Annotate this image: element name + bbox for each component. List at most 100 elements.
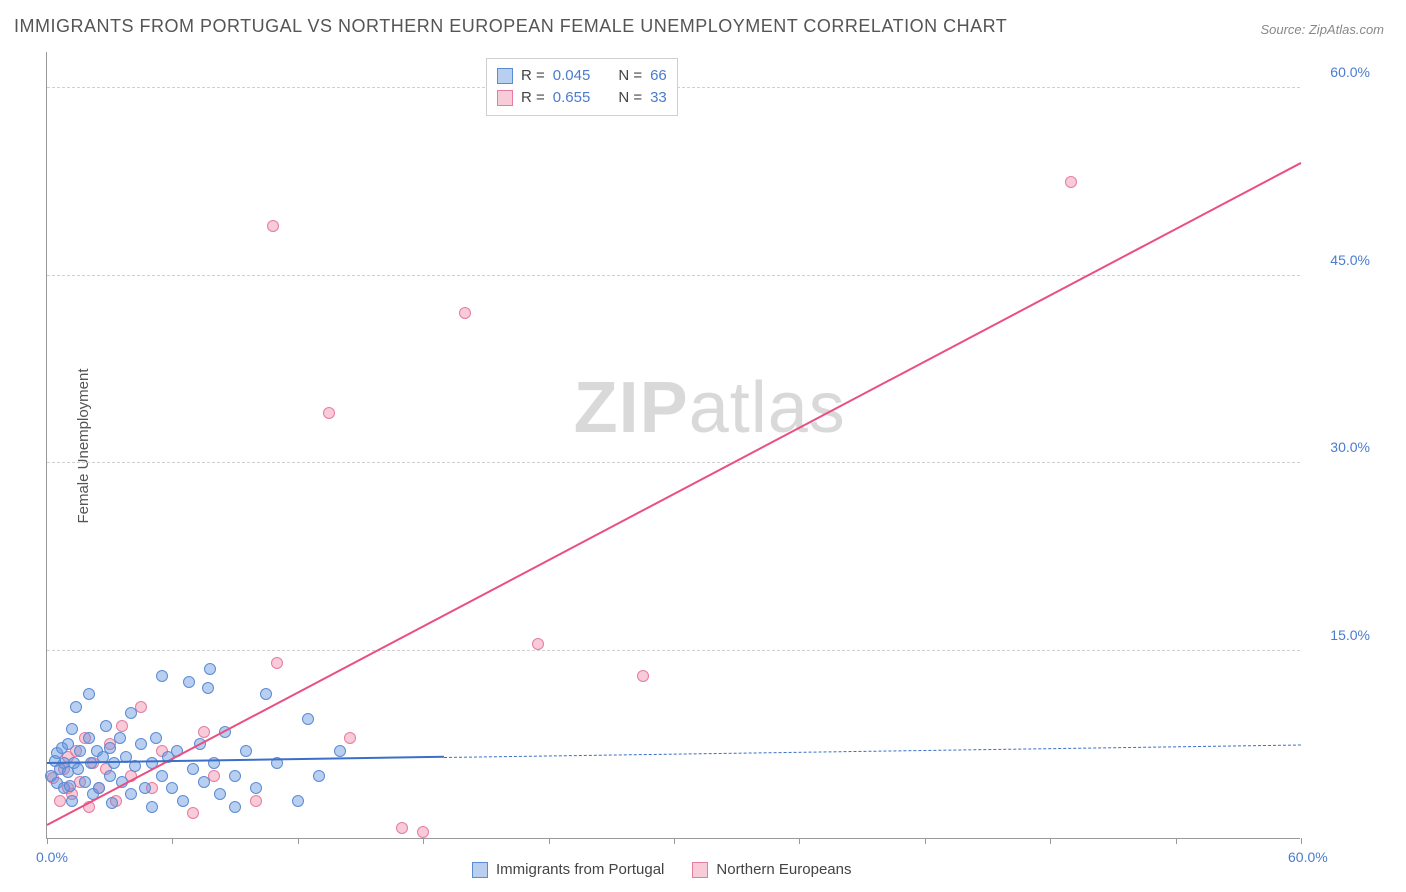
legend-r-label: R = (521, 65, 545, 87)
pink-point (532, 638, 544, 650)
blue-point (104, 742, 116, 754)
y-tick-label: 15.0% (1310, 627, 1370, 643)
legend-n-label: N = (618, 65, 642, 87)
legend-item-pink: Northern Europeans (692, 861, 851, 878)
blue-point (64, 780, 76, 792)
swatch-blue-icon (497, 68, 513, 84)
blue-point (313, 770, 325, 782)
blue-point (114, 732, 126, 744)
pink-point (250, 795, 262, 807)
trend-line (444, 745, 1301, 758)
blue-point (166, 782, 178, 794)
pink-point (208, 770, 220, 782)
legend-label: Northern Europeans (716, 861, 851, 878)
pink-point (459, 307, 471, 319)
legend-row-pink: R = 0.655 N = 33 (497, 87, 667, 109)
blue-point (139, 782, 151, 794)
blue-point (93, 782, 105, 794)
legend-n-label: N = (618, 87, 642, 109)
blue-point (156, 770, 168, 782)
plot-area: ZIPatlas 15.0%30.0%45.0%60.0% (46, 52, 1300, 839)
legend-r-label: R = (521, 87, 545, 109)
x-tick (925, 838, 926, 844)
blue-point (125, 707, 137, 719)
blue-point (83, 688, 95, 700)
pink-point (637, 670, 649, 682)
blue-point (106, 797, 118, 809)
pink-point (396, 822, 408, 834)
x-tick (172, 838, 173, 844)
blue-point (183, 676, 195, 688)
legend-correlation: R = 0.045 N = 66 R = 0.655 N = 33 (486, 58, 678, 116)
pink-point (1065, 176, 1077, 188)
pink-point (198, 726, 210, 738)
watermark: ZIPatlas (574, 367, 846, 449)
x-axis-max-label: 60.0% (1288, 849, 1328, 865)
blue-point (66, 723, 78, 735)
gridline (47, 462, 1300, 463)
x-tick (1301, 838, 1302, 844)
blue-point (202, 682, 214, 694)
x-tick (1050, 838, 1051, 844)
x-tick (674, 838, 675, 844)
y-tick-label: 45.0% (1310, 252, 1370, 268)
pink-point (135, 701, 147, 713)
x-tick (423, 838, 424, 844)
legend-row-blue: R = 0.045 N = 66 (497, 65, 667, 87)
legend-label: Immigrants from Portugal (496, 861, 664, 878)
blue-point (292, 795, 304, 807)
blue-point (104, 770, 116, 782)
pink-point (323, 407, 335, 419)
chart-title: IMMIGRANTS FROM PORTUGAL VS NORTHERN EUR… (14, 16, 1007, 37)
watermark-rest: atlas (689, 368, 846, 448)
blue-point (198, 776, 210, 788)
legend-n-value: 66 (650, 65, 667, 87)
blue-point (146, 801, 158, 813)
blue-point (72, 763, 84, 775)
blue-point (334, 745, 346, 757)
blue-point (100, 720, 112, 732)
swatch-pink-icon (497, 90, 513, 106)
gridline (47, 650, 1300, 651)
x-tick (298, 838, 299, 844)
source-credit: Source: ZipAtlas.com (1260, 22, 1384, 37)
legend-item-blue: Immigrants from Portugal (472, 861, 664, 878)
legend-n-value: 33 (650, 87, 667, 109)
y-tick-label: 60.0% (1310, 64, 1370, 80)
legend-r-value: 0.655 (553, 87, 591, 109)
swatch-pink-icon (692, 862, 708, 878)
blue-point (74, 745, 86, 757)
x-tick (47, 838, 48, 844)
blue-point (150, 732, 162, 744)
blue-point (135, 738, 147, 750)
blue-point (156, 670, 168, 682)
blue-point (302, 713, 314, 725)
gridline (47, 275, 1300, 276)
x-tick (1176, 838, 1177, 844)
legend-series: Immigrants from Portugal Northern Europe… (472, 861, 851, 878)
blue-point (62, 738, 74, 750)
blue-point (229, 770, 241, 782)
blue-point (79, 776, 91, 788)
blue-point (187, 763, 199, 775)
x-tick (549, 838, 550, 844)
pink-point (344, 732, 356, 744)
swatch-blue-icon (472, 862, 488, 878)
blue-point (214, 788, 226, 800)
y-tick-label: 30.0% (1310, 439, 1370, 455)
blue-point (83, 732, 95, 744)
blue-point (204, 663, 216, 675)
blue-point (229, 801, 241, 813)
trend-line (47, 162, 1302, 826)
watermark-bold: ZIP (574, 368, 689, 448)
pink-point (116, 720, 128, 732)
blue-point (70, 701, 82, 713)
blue-point (177, 795, 189, 807)
blue-point (250, 782, 262, 794)
pink-point (187, 807, 199, 819)
pink-point (54, 795, 66, 807)
blue-point (240, 745, 252, 757)
pink-point (271, 657, 283, 669)
blue-point (125, 788, 137, 800)
x-axis-origin-label: 0.0% (36, 849, 68, 865)
